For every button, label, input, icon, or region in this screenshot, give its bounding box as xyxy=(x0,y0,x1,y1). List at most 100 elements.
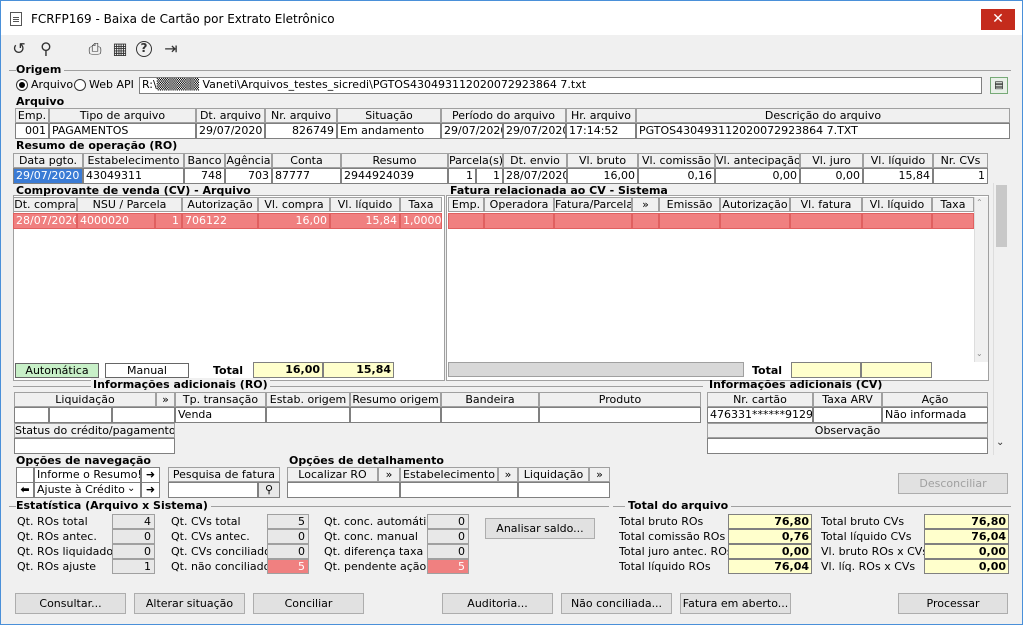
chevron-down-icon[interactable]: ⌄ xyxy=(127,483,136,494)
col-nr-arquivo: Nr. arquivo xyxy=(265,108,337,123)
help-icon[interactable]: ? xyxy=(136,41,152,57)
fat-row-cell[interactable] xyxy=(554,213,632,229)
analisar-saldo-button[interactable]: Analisar saldo... xyxy=(485,518,595,539)
fat-col-taxa: Taxa xyxy=(932,197,974,212)
nav-next-icon[interactable]: ➜ xyxy=(141,467,160,483)
nav-prev-icon[interactable]: ⬅ xyxy=(16,482,34,498)
ro-comissao[interactable]: 0,16 xyxy=(638,168,715,184)
ro-col-resumo: Resumo xyxy=(341,153,448,168)
fat-row-cell[interactable] xyxy=(659,213,720,229)
nav-spacer xyxy=(16,467,34,483)
fat-row-cell[interactable] xyxy=(632,213,659,229)
conciliar-button[interactable]: Conciliar xyxy=(253,593,364,614)
det-cell[interactable] xyxy=(287,482,400,498)
ro-antecipacao[interactable]: 0,00 xyxy=(715,168,800,184)
info-cv-label: Informações adicionais (CV) xyxy=(709,378,883,391)
ajuste-credito-select[interactable]: Ajuste à Crédito xyxy=(34,482,141,498)
nav-next-icon[interactable]: ➜ xyxy=(141,482,160,498)
exit-icon[interactable]: ⇥ xyxy=(164,39,178,58)
processar-button[interactable]: Processar xyxy=(898,593,1008,614)
browse-file-icon[interactable]: ▤ xyxy=(990,77,1008,94)
det-col-expand[interactable]: » xyxy=(378,467,400,482)
fat-row-cell[interactable] xyxy=(932,213,974,229)
fatura-scrollbar[interactable] xyxy=(974,197,988,362)
nao-conciliada-button[interactable]: Não conciliada... xyxy=(561,593,672,614)
info-ro-tp-transacao: Venda xyxy=(175,407,266,423)
desconciliar-button[interactable]: Desconciliar xyxy=(898,473,1008,494)
ro-estab[interactable]: 43049311 xyxy=(83,168,184,184)
cv-col-nsu: NSU / Parcela xyxy=(77,197,182,212)
auditoria-button[interactable]: Auditoria... xyxy=(442,593,553,614)
ro-conta[interactable]: 87777 xyxy=(272,168,341,184)
undo-icon[interactable]: ↺ xyxy=(12,39,26,58)
fat-row-cell[interactable] xyxy=(862,213,932,229)
ro-ncvs[interactable]: 1 xyxy=(933,168,988,184)
cv-compra[interactable]: 16,00 xyxy=(258,213,330,229)
info-ro-col-expand[interactable]: » xyxy=(156,392,175,407)
print-icon[interactable]: ⎙ xyxy=(88,39,102,58)
fat-row-cell[interactable] xyxy=(448,213,484,229)
fat-row-cell[interactable] xyxy=(484,213,554,229)
stat-label: Qt. CVs total xyxy=(171,515,241,528)
pesquisa-fatura-input[interactable] xyxy=(168,482,258,498)
search-icon[interactable]: ⚲ xyxy=(40,39,52,58)
cv-aut[interactable]: 706122 xyxy=(182,213,258,229)
ro-resumo[interactable]: 2944924039 xyxy=(341,168,448,184)
info-cv-acao[interactable]: Não informada xyxy=(882,407,988,423)
cv-parcela[interactable]: 1 xyxy=(155,213,182,229)
informe-resumo-field[interactable]: Informe o Resumo! xyxy=(34,467,141,483)
ro-parcela-a[interactable]: 1 xyxy=(448,168,476,184)
cv-dt[interactable]: 28/07/2020 xyxy=(13,213,77,229)
cv-taxa[interactable]: 1,0000 xyxy=(400,213,442,229)
scroll-down-icon[interactable]: ⌄ xyxy=(996,437,1005,448)
ro-liquido[interactable]: 15,84 xyxy=(863,168,933,184)
scroll-down-icon[interactable]: ⌄ xyxy=(976,349,983,358)
ro-col-parcelas: Parcela(s) xyxy=(448,153,503,168)
cv-nsu[interactable]: 4000020 xyxy=(77,213,155,229)
det-cell[interactable] xyxy=(400,482,518,498)
det-col-expand[interactable]: » xyxy=(589,467,610,482)
det-col-estab[interactable]: Estabelecimento xyxy=(400,467,498,482)
observacao-field[interactable] xyxy=(707,438,988,454)
cv-col-dt: Dt. compra xyxy=(13,197,77,212)
document-icon xyxy=(10,12,22,26)
cv-col-liquido: Vl. líquido xyxy=(330,197,400,212)
total-label: Total líquido ROs xyxy=(619,560,711,573)
fat-col-expand[interactable]: » xyxy=(632,197,659,212)
fat-row-cell[interactable] xyxy=(790,213,862,229)
calendar-icon[interactable]: ▦ xyxy=(112,39,128,58)
main-scroll-thumb[interactable] xyxy=(996,185,1007,247)
file-path-input[interactable]: R:\▒▒▒▒▒ Vaneti\Arquivos_testes_sicredi\… xyxy=(139,77,982,94)
alterar-situacao-button[interactable]: Alterar situação xyxy=(134,593,245,614)
ro-col-juro: Vl. juro xyxy=(800,153,863,168)
scroll-up-icon[interactable]: ⌃ xyxy=(976,198,983,207)
stat-label: Qt. ROs total xyxy=(17,515,88,528)
info-ro-col-estab: Estab. origem xyxy=(266,392,350,407)
main-scrollbar[interactable] xyxy=(993,183,1010,455)
ro-bruto[interactable]: 16,00 xyxy=(567,168,638,184)
close-button[interactable]: ✕ xyxy=(981,9,1015,30)
total-label: Total líquido CVs xyxy=(821,530,912,543)
status-credito-value xyxy=(14,438,175,454)
consultar-button[interactable]: Consultar... xyxy=(15,593,126,614)
fatura-aberto-button[interactable]: Fatura em aberto... xyxy=(680,593,791,614)
ro-data[interactable]: 29/07/2020 xyxy=(13,168,83,184)
ro-juro[interactable]: 0,00 xyxy=(800,168,863,184)
fatura-hscroll[interactable] xyxy=(448,362,744,377)
det-col-localizar[interactable]: Localizar RO xyxy=(287,467,378,482)
info-ro-label: Informações adicionais (RO) xyxy=(91,378,270,391)
ro-agencia[interactable]: 703 xyxy=(225,168,272,184)
fat-row-cell[interactable] xyxy=(720,213,790,229)
det-col-liquidacao[interactable]: Liquidação xyxy=(518,467,589,482)
det-col-expand[interactable]: » xyxy=(498,467,518,482)
total-value: 76,80 xyxy=(924,514,1009,529)
radio-arquivo[interactable] xyxy=(16,79,28,91)
fatura-total-label: Total xyxy=(752,364,783,377)
search-icon[interactable]: ⚲ xyxy=(258,482,280,498)
ro-banco[interactable]: 748 xyxy=(184,168,225,184)
ro-dt-envio[interactable]: 28/07/2020 xyxy=(503,168,567,184)
ro-parcela-b[interactable]: 1 xyxy=(476,168,503,184)
radio-webapi[interactable] xyxy=(74,79,86,91)
cv-liquido[interactable]: 15,84 xyxy=(330,213,400,229)
det-cell[interactable] xyxy=(518,482,610,498)
